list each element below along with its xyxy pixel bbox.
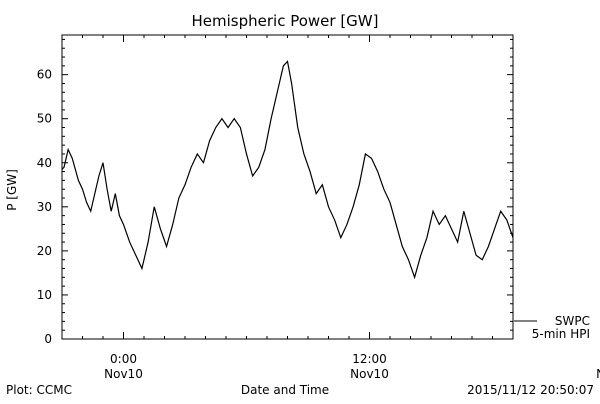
y-tick-label: 50 [37, 112, 52, 126]
plot-timestamp: 2015/11/12 20:50:07 [467, 383, 594, 397]
plot-credit: Plot: CCMC [6, 383, 72, 397]
legend-label: 5-min HPI [532, 327, 590, 341]
x-tick-label-date: Nov11 [596, 367, 600, 381]
x-tick-label-date: Nov10 [350, 367, 389, 381]
y-tick-label: 10 [37, 288, 52, 302]
series-line-swpc [62, 60, 513, 280]
y-axis-label: P [GW] [5, 169, 19, 211]
x-axis-label: Date and Time [241, 383, 329, 397]
y-tick-label: 0 [44, 332, 52, 346]
y-tick-label: 30 [37, 200, 52, 214]
chart-title: Hemispheric Power [GW] [192, 12, 379, 30]
plot-frame [61, 34, 514, 340]
axes: 01020304050600:00Nov1012:00Nov100:00Nov1… [37, 34, 600, 381]
y-tick-label: 60 [37, 68, 52, 82]
y-tick-label: 20 [37, 244, 52, 258]
x-tick-label-time: 0:00 [110, 352, 137, 366]
x-tick-label-date: Nov10 [104, 367, 143, 381]
x-tick-label-time: 12:00 [352, 352, 387, 366]
legend-label: SWPC [555, 314, 590, 328]
y-tick-label: 40 [37, 156, 52, 170]
series-layer [62, 60, 513, 280]
